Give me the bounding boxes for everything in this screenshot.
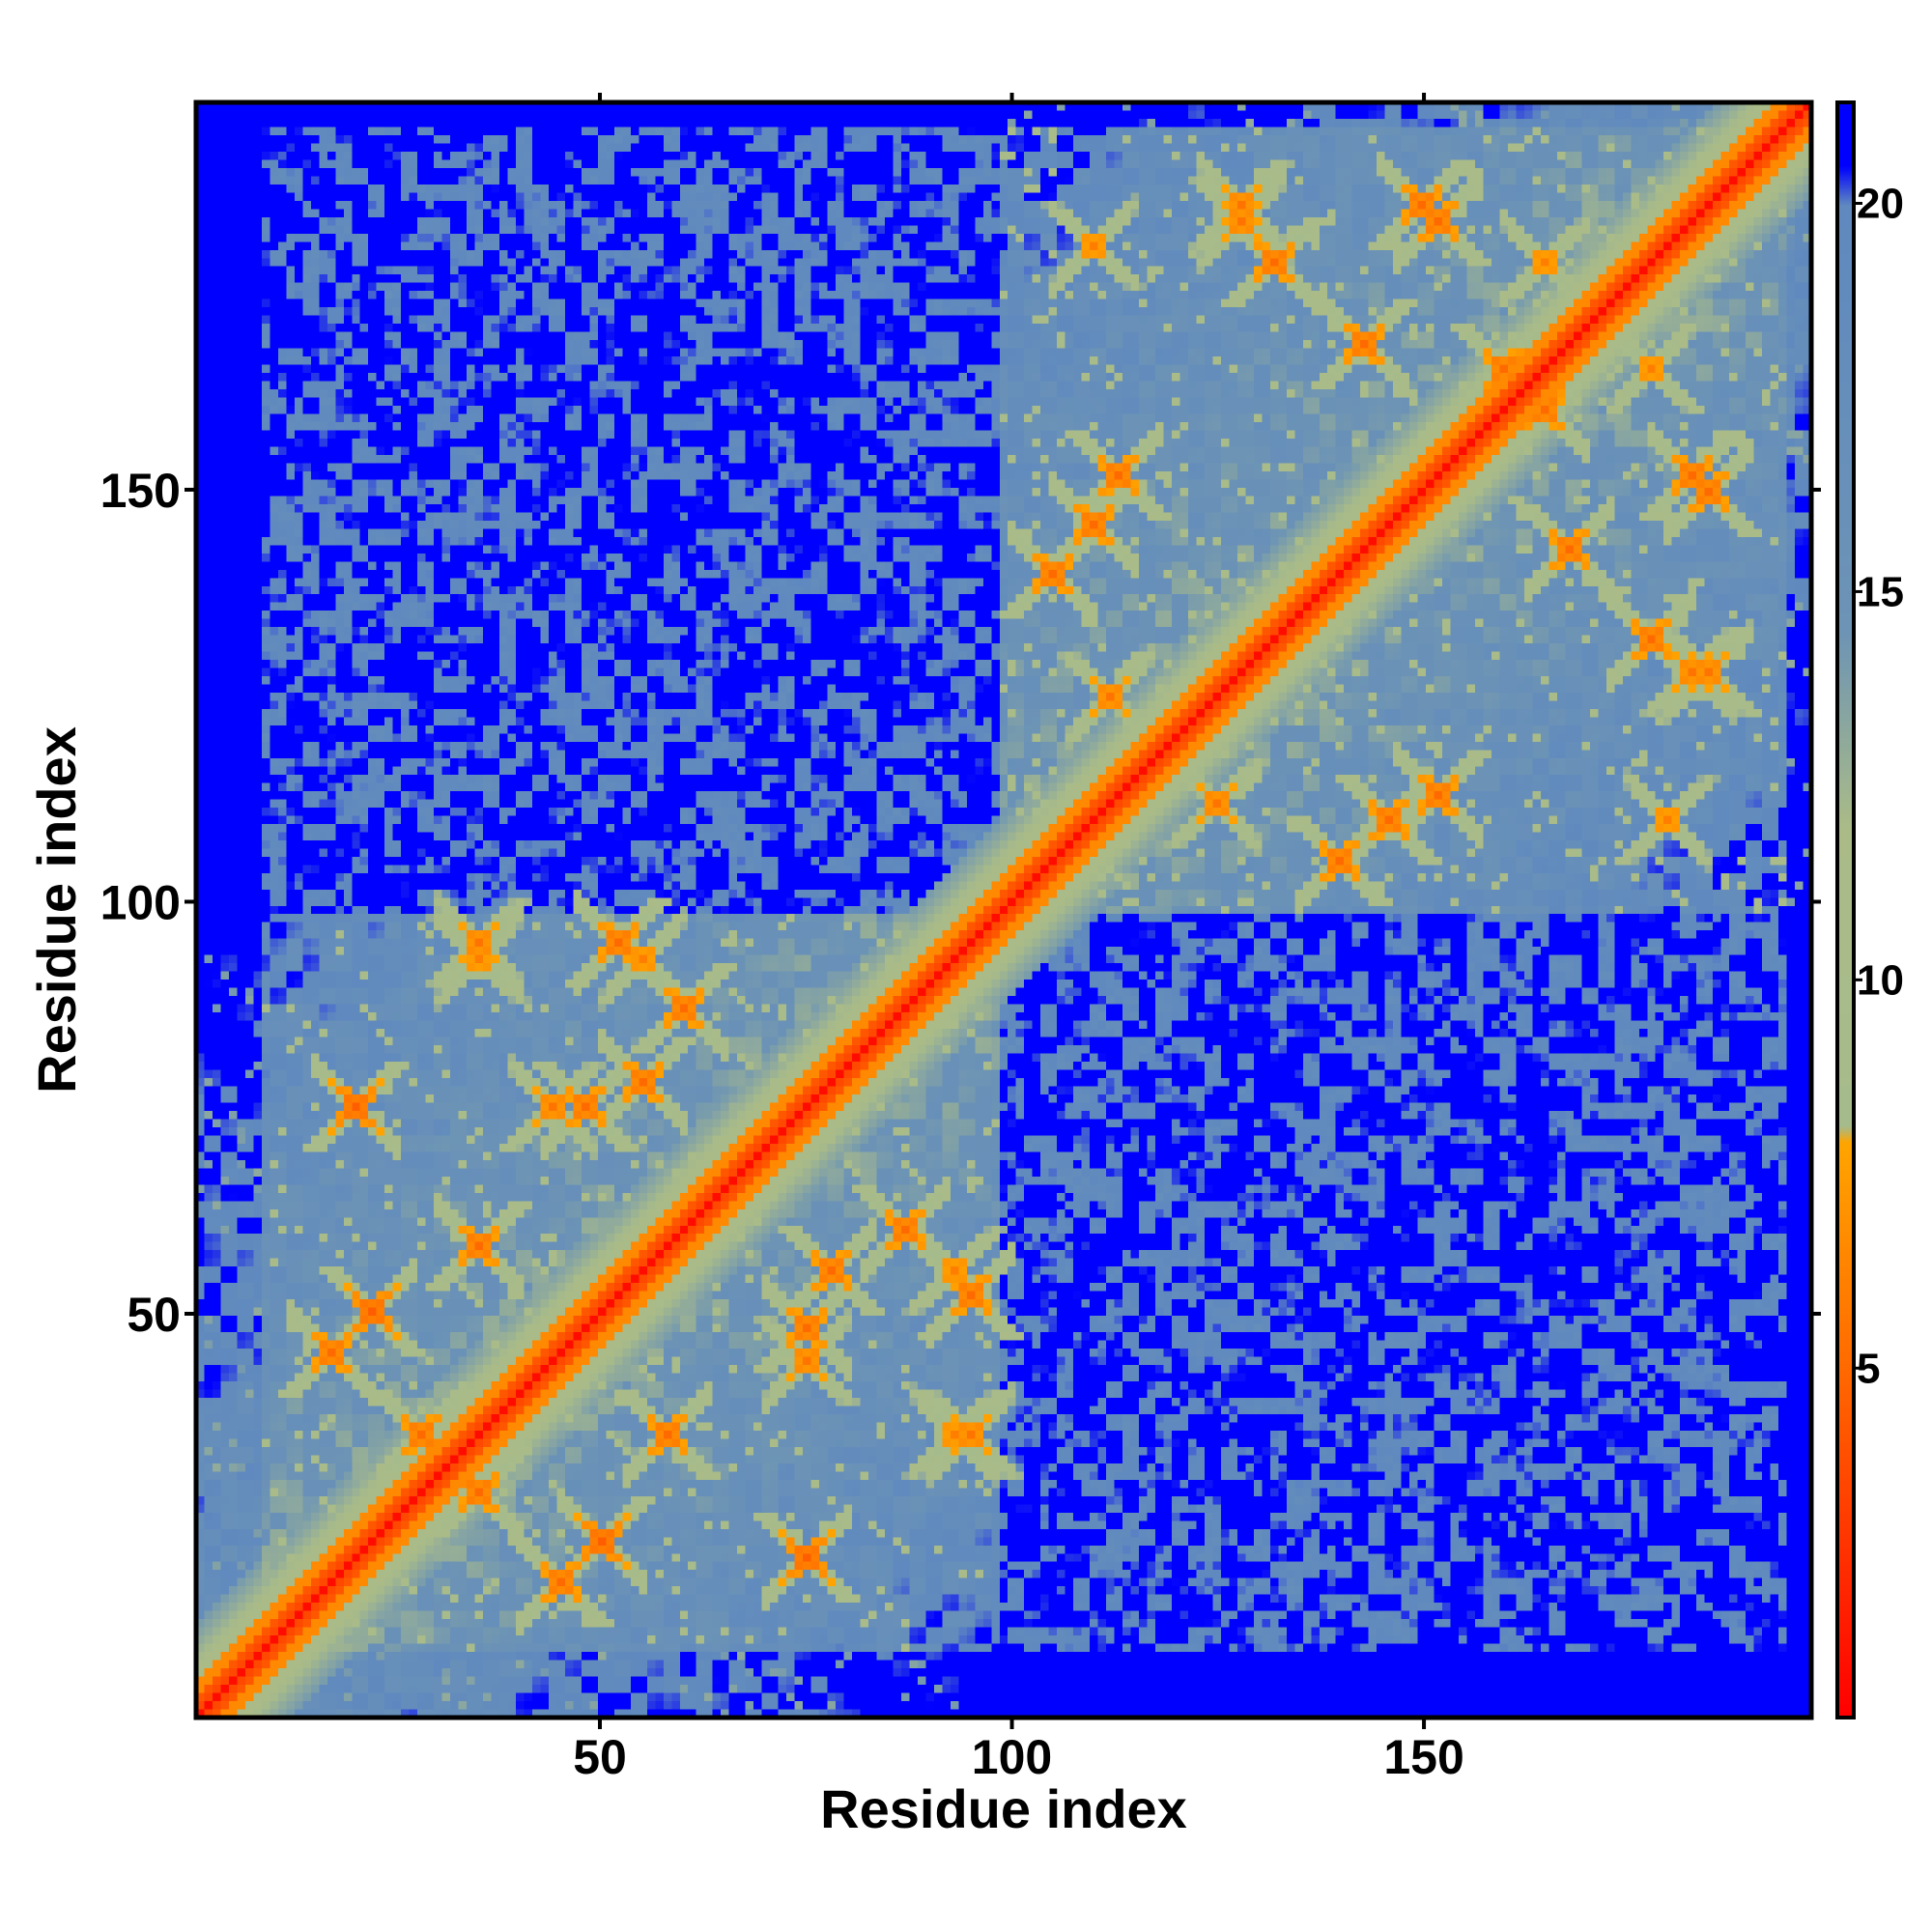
y-tick-label: 50 — [127, 1288, 181, 1342]
top-axis-ticks — [598, 93, 1427, 102]
right-axis-ticks — [1811, 487, 1821, 1316]
y-axis-title: Residue index — [26, 726, 87, 1094]
colorbar-gradient — [1837, 102, 1854, 1718]
colorbar-frame — [1835, 100, 1856, 1719]
y-tick-label: 100 — [100, 875, 181, 929]
colorbar-tick-label: 5 — [1857, 1345, 1880, 1392]
y-tick-label: 150 — [100, 464, 181, 518]
plot-area — [193, 99, 1814, 1720]
colorbar-tick-label: 10 — [1857, 956, 1904, 1004]
plot-frame — [193, 99, 1814, 1720]
x-tick-label: 50 — [573, 1730, 627, 1784]
colorbar-tick-label: 15 — [1857, 568, 1904, 615]
x-axis-ticks: 50 100 150 — [573, 1718, 1464, 1784]
x-tick-label: 100 — [972, 1730, 1052, 1784]
colorbar-ticks: 5 10 15 20 — [1854, 181, 1904, 1392]
y-axis-ticks: 50 100 150 — [100, 464, 196, 1342]
colorbar: 5 10 15 20 — [1835, 100, 1904, 1719]
x-axis-title: Residue index — [820, 1778, 1187, 1839]
x-tick-label: 150 — [1383, 1730, 1463, 1784]
distance-heatmap — [196, 102, 1811, 1718]
colorbar-tick-label: 20 — [1857, 181, 1904, 228]
